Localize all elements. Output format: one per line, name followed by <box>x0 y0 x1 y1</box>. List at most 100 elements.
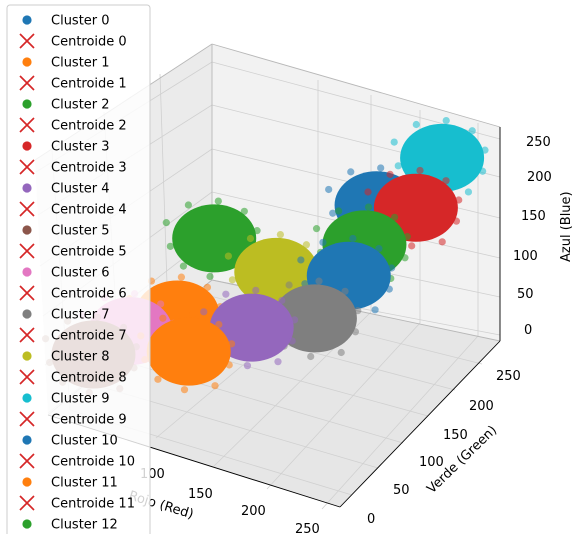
cluster-point <box>354 307 362 315</box>
x-tick-label: 250 <box>295 522 320 534</box>
y-axis-line <box>339 340 501 508</box>
legend-label: Cluster 12 <box>51 518 118 533</box>
legend-label: Centroide 7 <box>51 329 127 344</box>
legend-entry: Cluster 5 <box>22 224 110 239</box>
cluster-point <box>390 213 399 221</box>
legend-label: Centroide 6 <box>51 287 127 302</box>
cluster-point <box>290 316 299 324</box>
legend-marker-dot <box>22 99 32 109</box>
cluster-point <box>184 201 192 209</box>
cluster-point <box>228 276 237 284</box>
z-tick-label: 250 <box>526 135 551 150</box>
legend-marker-dot <box>22 519 32 529</box>
legend-entry: Centroide 0 <box>19 33 127 50</box>
legend-marker-x <box>19 453 35 469</box>
legend-entry: Centroide 9 <box>19 411 127 428</box>
cluster-point <box>377 164 385 172</box>
legend-label: Centroide 4 <box>51 203 127 218</box>
cluster-body <box>172 204 257 273</box>
pane-edge <box>211 43 501 128</box>
y-tick-label: 50 <box>393 483 410 498</box>
legend-label: Cluster 5 <box>51 224 110 239</box>
cluster-point <box>347 168 355 176</box>
legend-label: Cluster 0 <box>51 14 110 29</box>
legend-label: Cluster 3 <box>51 140 110 155</box>
cluster-point <box>166 242 174 250</box>
legend-label: Cluster 2 <box>51 98 110 113</box>
cluster-point <box>177 273 186 281</box>
cluster-point <box>312 225 321 233</box>
cluster-point <box>438 238 446 246</box>
legend-label: Cluster 11 <box>51 476 118 491</box>
cluster-point <box>442 116 450 125</box>
legend-marker-dot <box>22 351 32 361</box>
cluster-point <box>288 337 296 345</box>
cluster-point <box>157 300 165 308</box>
cluster-point <box>349 234 357 243</box>
cluster-point <box>315 277 323 285</box>
x-gridline <box>321 335 479 510</box>
legend-entry: Centroide 2 <box>19 117 127 134</box>
cluster-point <box>297 256 305 264</box>
legend-marker-x <box>19 75 35 91</box>
cluster-point <box>329 209 337 217</box>
cluster-point <box>371 306 379 314</box>
legend-marker-dot <box>22 435 32 445</box>
legend-entry: Centroide 4 <box>19 201 127 218</box>
legend-entry: Centroide 5 <box>19 243 127 260</box>
cluster-point <box>224 252 232 260</box>
cluster-point <box>307 352 315 361</box>
legend-marker-dot <box>22 57 32 67</box>
cluster-point <box>416 166 424 175</box>
z-tick-label: 0 <box>524 323 532 338</box>
y-tick-label: 150 <box>443 428 468 443</box>
cluster-point <box>351 328 360 336</box>
legend-marker-x <box>19 495 35 511</box>
legend-label: Centroide 8 <box>51 371 127 386</box>
cluster-point <box>215 320 223 329</box>
cluster-point <box>285 281 293 289</box>
cluster-point <box>341 287 349 295</box>
cluster-point <box>408 242 416 250</box>
legend-entry: Cluster 10 <box>22 434 118 449</box>
cluster-point <box>246 234 255 243</box>
y-gridline <box>159 73 169 315</box>
cluster-point <box>385 285 393 293</box>
legend-marker-x <box>19 369 35 385</box>
legend-label: Centroide 5 <box>51 245 127 260</box>
z-tick-label: 200 <box>527 170 552 185</box>
z-axis-title: Azul (Blue) <box>559 191 574 262</box>
legend-marker-x <box>19 159 35 175</box>
legend-entry: Cluster 7 <box>22 308 110 323</box>
cluster-body <box>146 317 231 386</box>
legend-marker-dot <box>22 225 32 235</box>
y-tick-label: 100 <box>419 455 444 470</box>
legend-entry: Centroide 10 <box>19 453 135 470</box>
cluster-point <box>179 262 188 270</box>
cluster-point <box>337 348 345 357</box>
cluster-point <box>252 286 260 294</box>
cluster-point <box>276 230 284 239</box>
cluster-point <box>302 241 311 249</box>
cluster-point <box>180 386 189 394</box>
legend-marker-x <box>19 411 35 427</box>
legend-entry: Cluster 2 <box>22 98 110 113</box>
cluster-point <box>479 167 487 175</box>
legend-label: Centroide 2 <box>51 119 127 134</box>
legend-marker-x <box>19 243 35 259</box>
legend-label: Cluster 9 <box>51 392 110 407</box>
cluster-point <box>253 227 261 235</box>
legend-entry: Cluster 11 <box>22 476 118 491</box>
cluster-point <box>227 340 236 348</box>
cluster-point <box>481 146 489 154</box>
cluster-point <box>211 382 219 390</box>
legend-entries: Cluster 0 Centroide 0 Cluster 1 Centroide 1… <box>19 14 135 533</box>
cluster-point <box>243 362 252 370</box>
legend-entry: Centroide 6 <box>19 285 127 302</box>
legend-label: Centroide 0 <box>51 35 127 50</box>
z-tick-label: 150 <box>521 209 546 224</box>
legend-entry: Cluster 12 <box>22 518 118 533</box>
legend-entry: Cluster 8 <box>22 350 110 365</box>
legend-label: Cluster 10 <box>51 434 118 449</box>
